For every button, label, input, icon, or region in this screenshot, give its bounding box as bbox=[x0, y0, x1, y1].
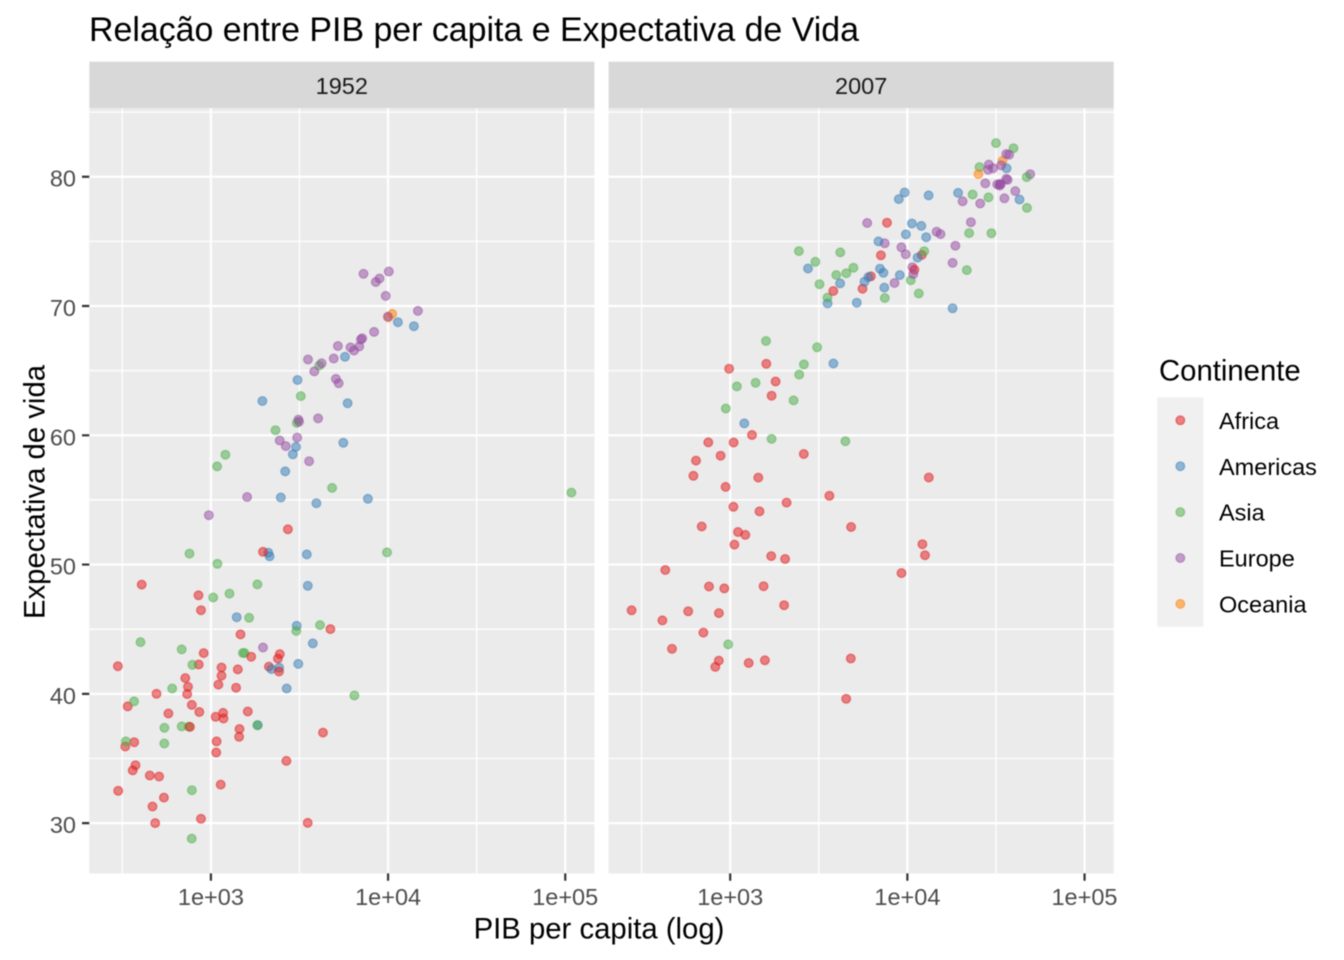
svg-text:1e+03: 1e+03 bbox=[178, 884, 244, 910]
svg-text:Asia: Asia bbox=[1219, 500, 1266, 526]
svg-text:Americas: Americas bbox=[1219, 454, 1317, 480]
svg-text:30: 30 bbox=[50, 812, 76, 838]
svg-text:80: 80 bbox=[50, 166, 76, 192]
svg-text:Africa: Africa bbox=[1219, 408, 1280, 434]
svg-text:Europe: Europe bbox=[1219, 546, 1295, 572]
svg-text:1e+03: 1e+03 bbox=[697, 884, 763, 910]
svg-text:2007: 2007 bbox=[835, 73, 887, 99]
svg-text:Expectativa de vida: Expectativa de vida bbox=[19, 364, 52, 619]
svg-text:PIB per capita (log): PIB per capita (log) bbox=[474, 913, 725, 946]
svg-text:1e+05: 1e+05 bbox=[1051, 884, 1117, 910]
svg-text:50: 50 bbox=[50, 554, 76, 580]
svg-text:Continente: Continente bbox=[1159, 355, 1301, 388]
svg-text:60: 60 bbox=[50, 424, 76, 450]
svg-text:40: 40 bbox=[50, 683, 76, 709]
svg-text:70: 70 bbox=[50, 295, 76, 321]
svg-text:Relação entre PIB per capita e: Relação entre PIB per capita e Expectati… bbox=[89, 11, 859, 49]
svg-text:1e+05: 1e+05 bbox=[532, 884, 598, 910]
svg-text:1e+04: 1e+04 bbox=[355, 884, 421, 910]
svg-text:1e+04: 1e+04 bbox=[874, 884, 940, 910]
svg-text:Oceania: Oceania bbox=[1219, 592, 1307, 618]
svg-text:1952: 1952 bbox=[316, 73, 368, 99]
